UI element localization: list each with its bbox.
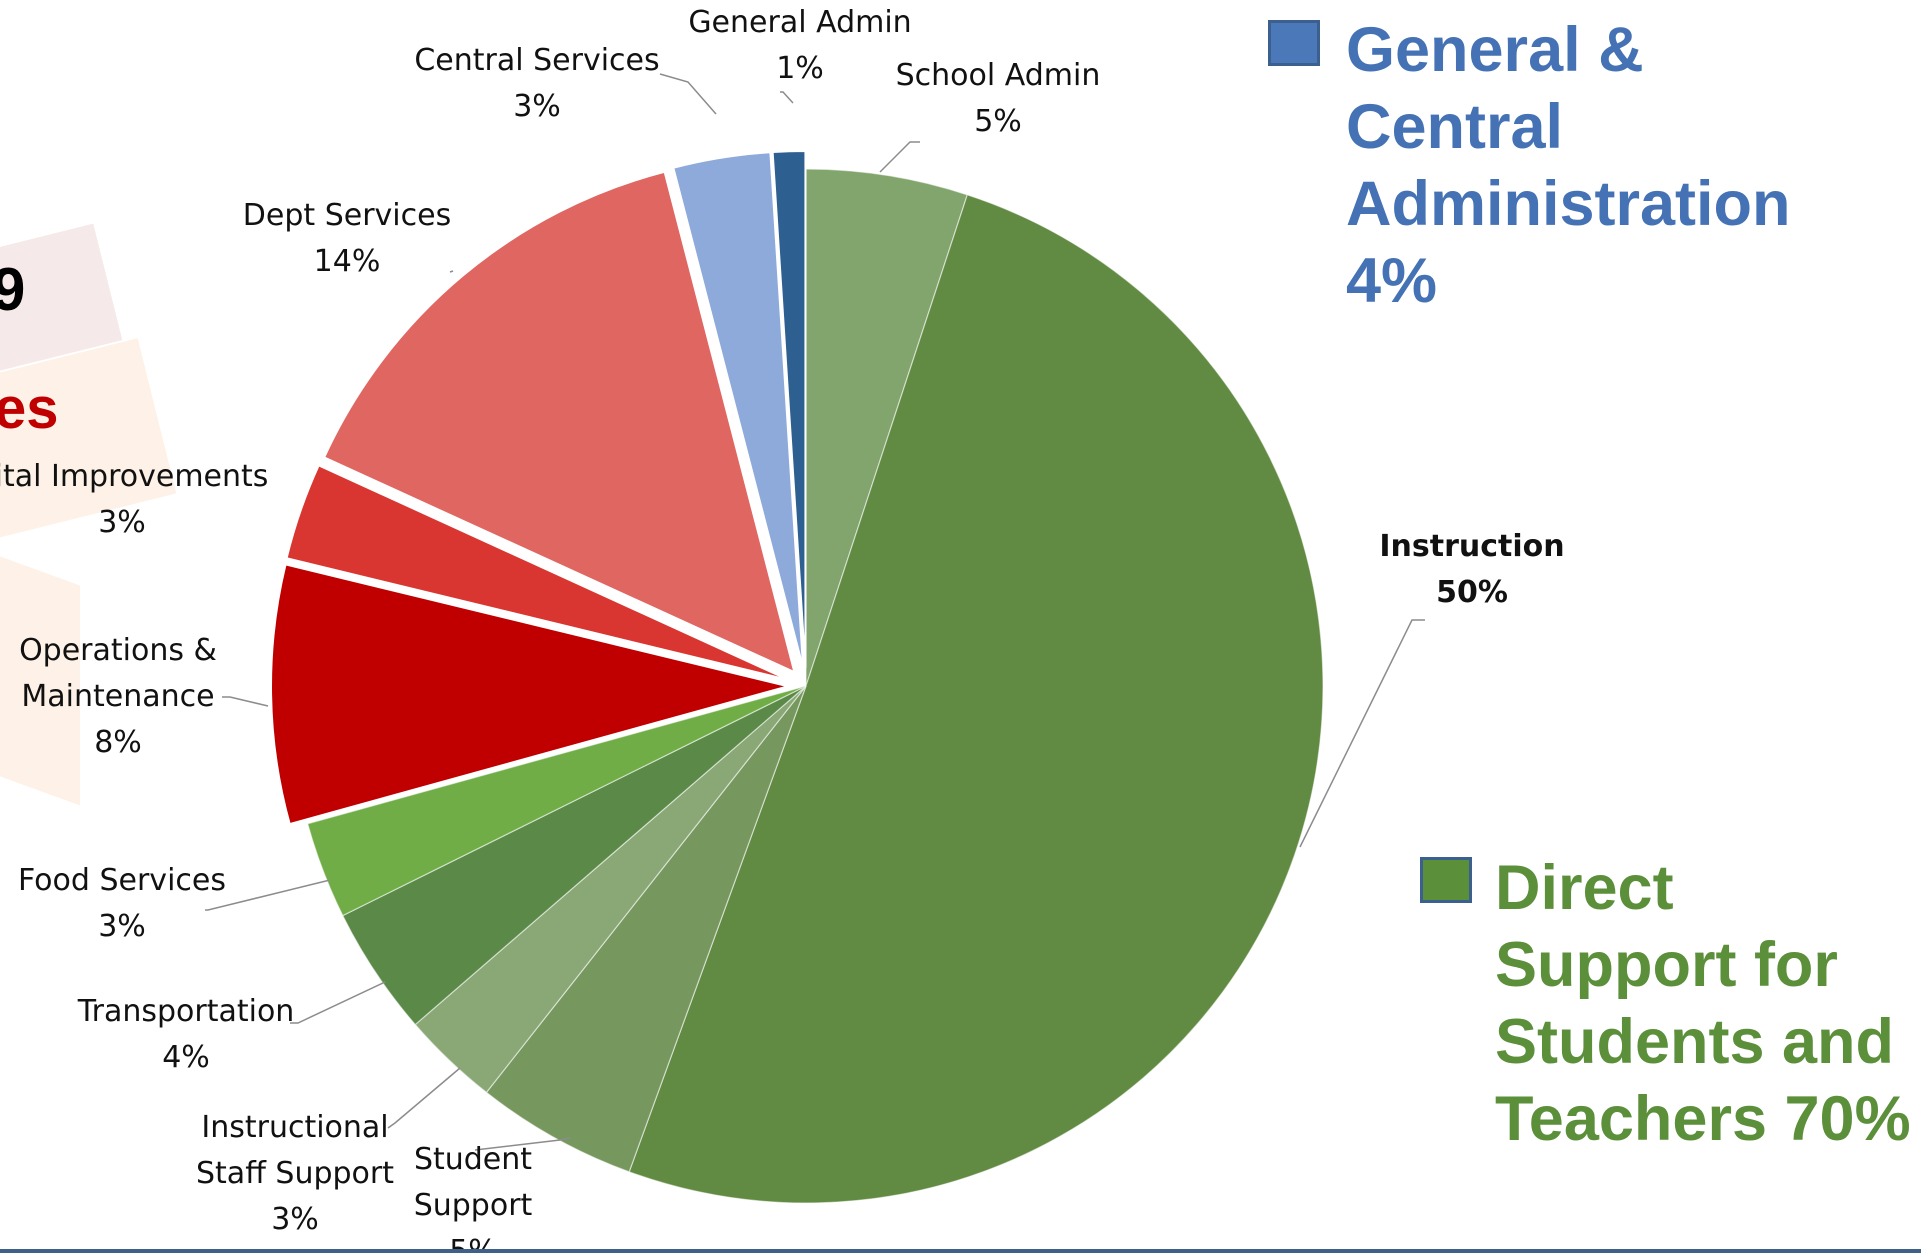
pie-slices (270, 150, 1324, 1204)
pie-slice-general-admin (771, 150, 807, 669)
leader-line (879, 141, 920, 173)
leader-line (205, 879, 331, 911)
data-label-instructional-staff-support: Instructional Staff Support 3% (196, 1110, 394, 1237)
pie-slice-school-admin (805, 168, 969, 687)
pie-slice-instruction (628, 194, 1324, 1204)
leader-line (387, 1067, 461, 1129)
background-text-fragment: 9 (0, 256, 26, 323)
data-label-dept-services: Dept Services 14% (243, 198, 451, 279)
data-label-school-admin: School Admin 5% (896, 58, 1101, 139)
data-label-instruction: Instruction 50% (1379, 529, 1564, 610)
leader-line (659, 73, 717, 115)
legend-swatch-direct (1420, 857, 1472, 903)
pie-slice-capital-improvements (285, 464, 790, 682)
pie-slice-dept-services (322, 170, 796, 674)
background-text-fragment: es (0, 376, 59, 441)
data-label-transportation: Transportation 4% (77, 994, 295, 1075)
leader-line (449, 270, 454, 273)
data-label-operations-maintenance: Operations & Maintenance 8% (19, 633, 217, 760)
leader-line (780, 91, 794, 104)
pie-slice-central-services (672, 151, 805, 669)
leader-line (474, 1137, 571, 1151)
data-label-food-services: Food Services 3% (18, 863, 226, 944)
legend-label-admin: General & Central Administration 4% (1346, 15, 1791, 316)
label-leader-lines (205, 73, 1425, 1151)
data-label-central-services: Central Services 3% (414, 43, 659, 124)
data-labels: School Admin 5% Instruction 50% Student Suppo… (0, 5, 1565, 1253)
slide-footer-bar (0, 1249, 1921, 1253)
pie-slice-student-support (485, 685, 807, 1173)
data-label-general-admin: General Admin 1% (688, 5, 911, 86)
legend-label-direct: Direct Support for Students and Teachers… (1495, 853, 1911, 1154)
leader-line (290, 981, 386, 1024)
data-label-student-support: Student Support 5% (414, 1142, 533, 1253)
data-label-capital-improvements: pital Improvements 3% (0, 459, 268, 540)
leader-line (222, 696, 269, 707)
pie-slice-food-services (306, 685, 807, 917)
pie-slice-operations-maintenance (270, 563, 792, 826)
legend-swatch-admin (1268, 20, 1320, 66)
leader-line (1299, 619, 1425, 848)
